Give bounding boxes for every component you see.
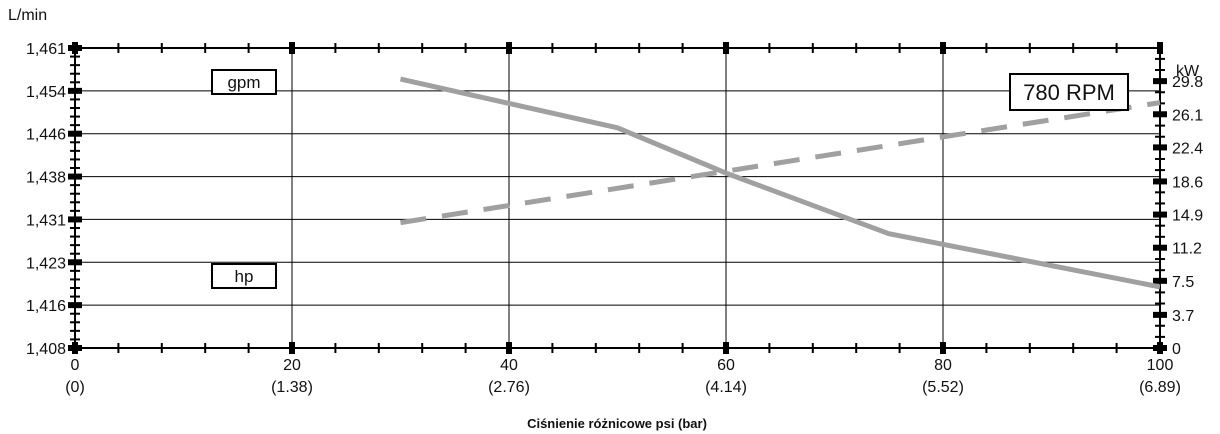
y-right-tick-label: 26.1 — [1172, 107, 1203, 124]
hp-series-line — [400, 100, 1161, 226]
hp-legend-box: hp — [211, 263, 277, 289]
x-tick-label-bar: (1.38) — [271, 379, 313, 396]
y-left-tick-label: 1,431 — [26, 212, 66, 229]
gpm-legend-label: gpm — [227, 73, 260, 92]
y-right-tick-label: 11.2 — [1172, 241, 1202, 258]
y-right-tick-label: 7.5 — [1172, 274, 1194, 291]
x-tick-label: 20 — [283, 357, 301, 374]
y-left-tick-label: 1,454 — [26, 84, 66, 101]
y-left-tick-label: 1,446 — [26, 127, 66, 144]
y-left-tick-label: 1,423 — [26, 255, 66, 272]
x-tick-label-bar: (5.52) — [922, 379, 964, 396]
x-tick-label: 60 — [717, 357, 735, 374]
y-axis-right-label: kW — [1176, 63, 1200, 80]
rpm-badge: 780 RPM — [1009, 73, 1129, 111]
rpm-label: 780 RPM — [1023, 80, 1115, 105]
plot-frame — [74, 47, 1161, 349]
x-tick-label: 0 — [71, 357, 80, 374]
y-right-tick-label: 29.8 — [1172, 74, 1203, 91]
x-tick-label-bar: (2.76) — [488, 379, 530, 396]
grid — [75, 48, 1160, 348]
y-right-tick-label: 22.4 — [1172, 140, 1203, 157]
y-right-tick-label: 18.6 — [1172, 174, 1203, 191]
x-tick-label-bar: (6.89) — [1139, 379, 1181, 396]
x-tick-label: 80 — [934, 357, 952, 374]
hp-legend-label: hp — [235, 267, 254, 286]
gpm-series-line — [399, 76, 1161, 290]
y-right-tick-label: 3.7 — [1172, 308, 1194, 325]
x-axis-label: Ciśnienie różnicowe psi (bar) — [527, 416, 707, 431]
y-right-tick-label: 0 — [1172, 341, 1181, 358]
y-right-tick-label: 14.9 — [1172, 208, 1203, 225]
x-tick-label-bar: (0) — [65, 379, 85, 396]
y-left-tick-label: 1,408 — [26, 341, 66, 358]
y-axis-left-label: L/min — [8, 7, 47, 24]
x-tick-label: 100 — [1147, 357, 1174, 374]
y-left-tick-label: 1,438 — [26, 170, 66, 187]
tick-labels: 0 (0) 20 (1.38) 40 (2.76) 60 (4.14) 80 (5.52) 100 (… — [26, 41, 1203, 396]
x-tick-label-bar: (4.14) — [705, 379, 747, 396]
y-left-tick-label: 1,461 — [26, 41, 66, 58]
gpm-legend-box: gpm — [211, 69, 277, 95]
x-tick-label: 40 — [500, 357, 518, 374]
y-left-tick-label: 1,416 — [26, 298, 66, 315]
series-group — [399, 76, 1161, 290]
